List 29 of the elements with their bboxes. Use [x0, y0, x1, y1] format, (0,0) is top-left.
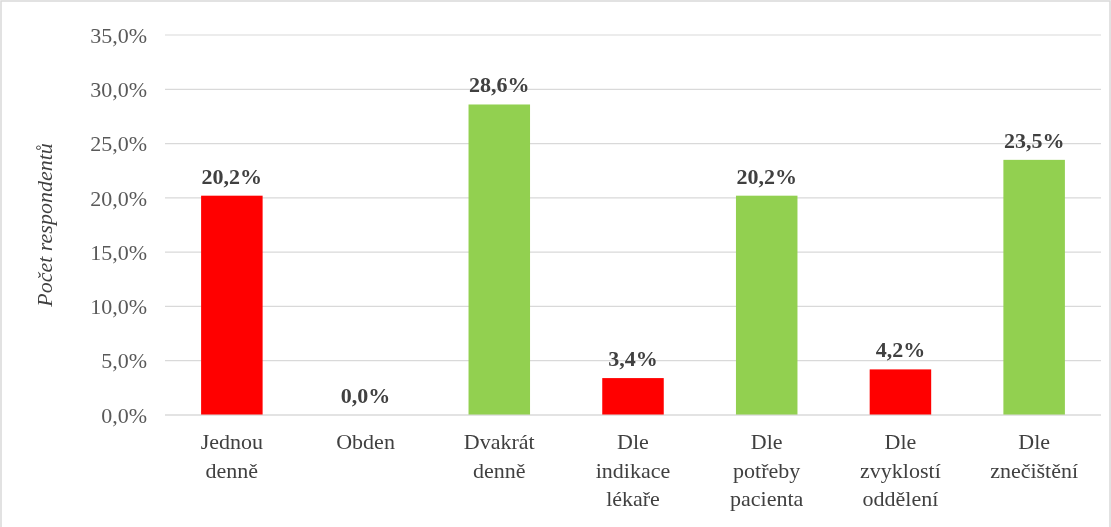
- y-tick-label: 15,0%: [90, 239, 147, 265]
- x-tick-label: Dle indikace lékaře: [595, 429, 671, 511]
- data-label: 4,2%: [875, 337, 926, 363]
- bar: [201, 195, 263, 415]
- y-tick-label: 35,0%: [90, 22, 147, 48]
- x-tick-label: Dle znečištění: [990, 429, 1079, 483]
- bar: [869, 369, 932, 415]
- x-tick-label: Obden: [336, 429, 395, 454]
- data-label: 23,5%: [1003, 127, 1065, 153]
- bar: [468, 104, 531, 415]
- y-tick-label: 5,0%: [101, 348, 147, 374]
- y-tick-label: 10,0%: [90, 294, 147, 320]
- bar: [602, 378, 664, 415]
- y-axis-title: Počet respondentů: [32, 143, 57, 308]
- bar: [1003, 159, 1065, 415]
- y-tick-label: 20,0%: [90, 185, 147, 211]
- x-tick-label: Dle zvyklostí oddělení: [860, 429, 941, 511]
- bar: [735, 195, 798, 415]
- data-label: 20,2%: [736, 163, 797, 189]
- data-label: 20,2%: [201, 163, 263, 189]
- y-tick-label: 30,0%: [90, 76, 147, 102]
- y-tick-label: 25,0%: [90, 131, 147, 157]
- x-tick-label: Jednou denně: [200, 429, 264, 483]
- data-label: 28,6%: [469, 72, 530, 98]
- y-tick-label: 0,0%: [101, 402, 147, 428]
- data-label: 0,0%: [340, 383, 391, 408]
- data-label: 3,4%: [608, 346, 658, 372]
- x-tick-label: Dvakrát denně: [463, 429, 535, 483]
- x-tick-label: Dle potřeby pacienta: [730, 429, 804, 511]
